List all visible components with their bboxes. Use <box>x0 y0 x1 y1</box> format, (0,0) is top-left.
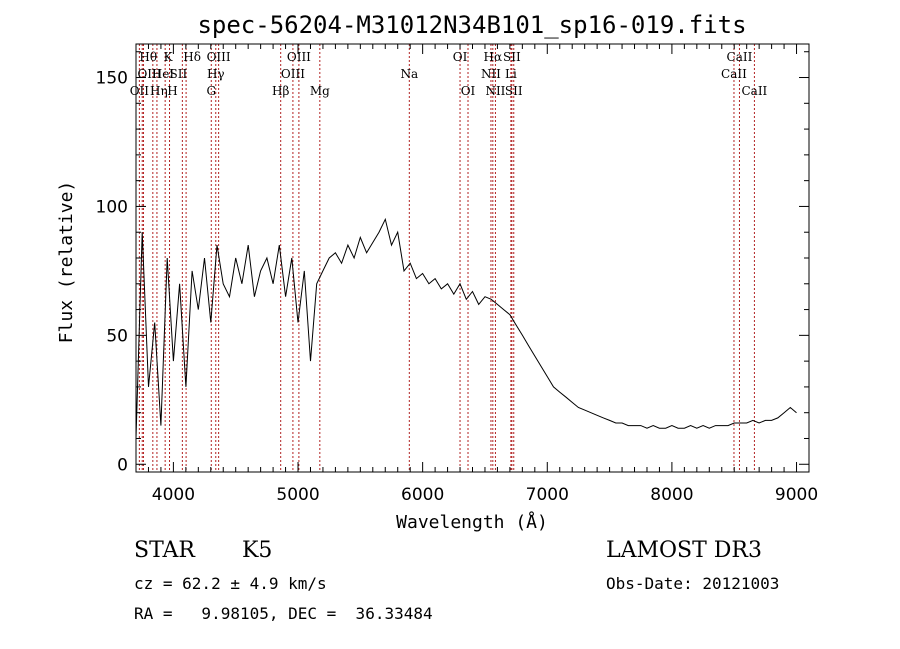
y-tick-label: 150 <box>96 69 128 89</box>
line-label-15: Mg <box>310 84 330 98</box>
line-label-24: SII <box>505 84 523 98</box>
line-label-0: OII <box>130 84 150 98</box>
flux-series-line <box>135 217 797 439</box>
y-axis-ticks: 0 50 100 150 <box>96 51 809 475</box>
x-tick-label: 5000 <box>276 485 319 505</box>
line-label-5: K <box>164 50 174 64</box>
sky-coordinates: RA = 9.98105, DEC = 36.33484 <box>134 604 433 623</box>
line-label-22: SII <box>503 50 521 64</box>
y-tick-label: 100 <box>96 197 128 217</box>
line-label-17: OI <box>453 50 468 64</box>
line-label-18: OI <box>461 84 476 98</box>
y-axis-label: Flux (relative) <box>56 181 77 344</box>
y-tick-label: 0 <box>117 455 128 475</box>
line-label-1: Hθ <box>139 50 157 64</box>
line-label-12: Hβ <box>272 84 289 98</box>
plot-frame <box>135 43 810 473</box>
line-label-6: H <box>167 84 177 98</box>
line-label-25: CaII <box>727 50 753 64</box>
observation-date: Obs-Date: 20121003 <box>606 574 780 593</box>
y-tick-label: 50 <box>106 326 128 346</box>
line-label-23: Li <box>505 67 517 81</box>
x-axis-label: Wavelength (Å) <box>396 511 548 533</box>
x-tick-label: 8000 <box>650 485 693 505</box>
line-label-13: OIII <box>287 50 311 64</box>
chart-title: spec-56204-M31012N34B101_sp16-019.fits <box>197 11 746 39</box>
line-label-9: OIII <box>207 50 231 64</box>
x-tick-label: 6000 <box>401 485 444 505</box>
line-label-3: Hη <box>150 84 168 98</box>
line-label-10: Hγ <box>207 67 225 81</box>
line-label-19: Hα <box>484 50 503 64</box>
line-label-11: G <box>206 84 216 98</box>
x-tick-label: 4000 <box>152 485 195 505</box>
line-label-14: OIII <box>281 67 305 81</box>
line-label-16: Na <box>400 67 418 81</box>
line-label-8: Hδ <box>183 50 201 64</box>
x-axis-ticks: 4000 5000 6000 7000 8000 9000 <box>135 44 818 505</box>
x-tick-label: 9000 <box>775 485 818 505</box>
line-label-4: HeI <box>152 67 175 81</box>
line-label-21: NII <box>485 84 505 98</box>
line-label-20: NII <box>481 67 501 81</box>
x-tick-label: 7000 <box>526 485 569 505</box>
line-label-27: CaII <box>741 84 767 98</box>
survey-name: LAMOST DR3 <box>606 538 762 563</box>
line-label-26: CaII <box>721 67 747 81</box>
object-class: STAR <box>134 538 195 563</box>
spectral-line-markers <box>138 44 755 472</box>
redshift-velocity: cz = 62.2 ± 4.9 km/s <box>134 574 327 593</box>
line-label-7: SII <box>170 67 188 81</box>
object-subclass: K5 <box>242 538 273 563</box>
